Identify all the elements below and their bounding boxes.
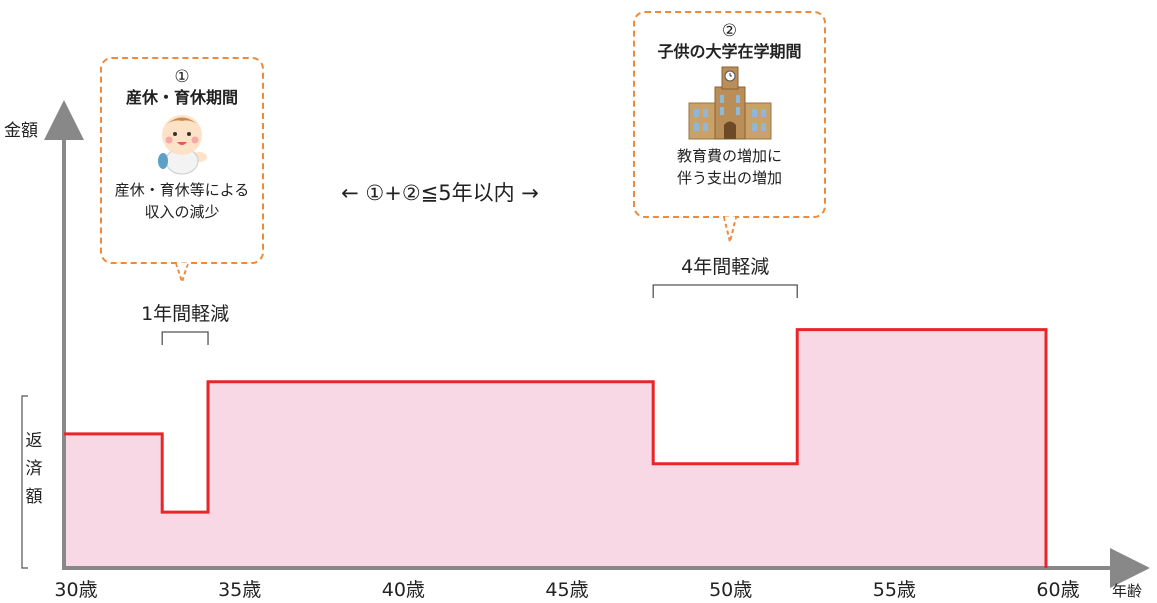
center-note: ← ①+②≦5年以内 → [341, 181, 539, 205]
repayment-area [64, 330, 1046, 568]
callout-desc-line: 伴う支出の増加 [635, 167, 824, 189]
callout-university-period: ② 子供の大学在学期間 教育費の増加に 伴う支出の増加 [633, 11, 826, 218]
callout-desc-line: 教育費の増加に [635, 145, 824, 167]
university-building-icon [685, 63, 775, 141]
reduction-bracket [653, 285, 797, 298]
callout-description: 教育費の増加に 伴う支出の増加 [635, 145, 824, 189]
x-axis-label: 年齢 [1112, 582, 1142, 600]
reduction-period-label: 4年間軽減 [681, 256, 769, 278]
callout-desc-line: 収入の減少 [102, 201, 262, 223]
x-tick-label: 60歳 [1036, 579, 1079, 601]
x-tick-label: 40歳 [382, 579, 425, 601]
x-tick-label: 50歳 [709, 579, 752, 601]
callout-maternity-leave: ① 産休・育休期間 産休・育休等による 収入の減少 [100, 57, 264, 264]
reduction-bracket [162, 332, 208, 345]
callout-title: 子供の大学在学期間 [635, 41, 824, 63]
callout-number: ① [102, 67, 262, 87]
x-tick-label: 55歳 [873, 579, 916, 601]
callout-number: ② [635, 21, 824, 41]
baby-icon [137, 109, 227, 177]
x-tick-label: 30歳 [54, 579, 97, 601]
repayment-bracket [22, 396, 28, 568]
reduction-period-label: 1年間軽減 [141, 303, 229, 325]
callout-description: 産休・育休等による 収入の減少 [102, 179, 262, 223]
x-tick-label: 35歳 [218, 579, 261, 601]
x-tick-label: 45歳 [545, 579, 588, 601]
y-axis-label: 金額 [4, 121, 38, 141]
callout-title: 産休・育休期間 [102, 87, 262, 109]
callout-desc-line: 産休・育休等による [102, 179, 262, 201]
repayment-label: 返済額 [26, 431, 43, 507]
